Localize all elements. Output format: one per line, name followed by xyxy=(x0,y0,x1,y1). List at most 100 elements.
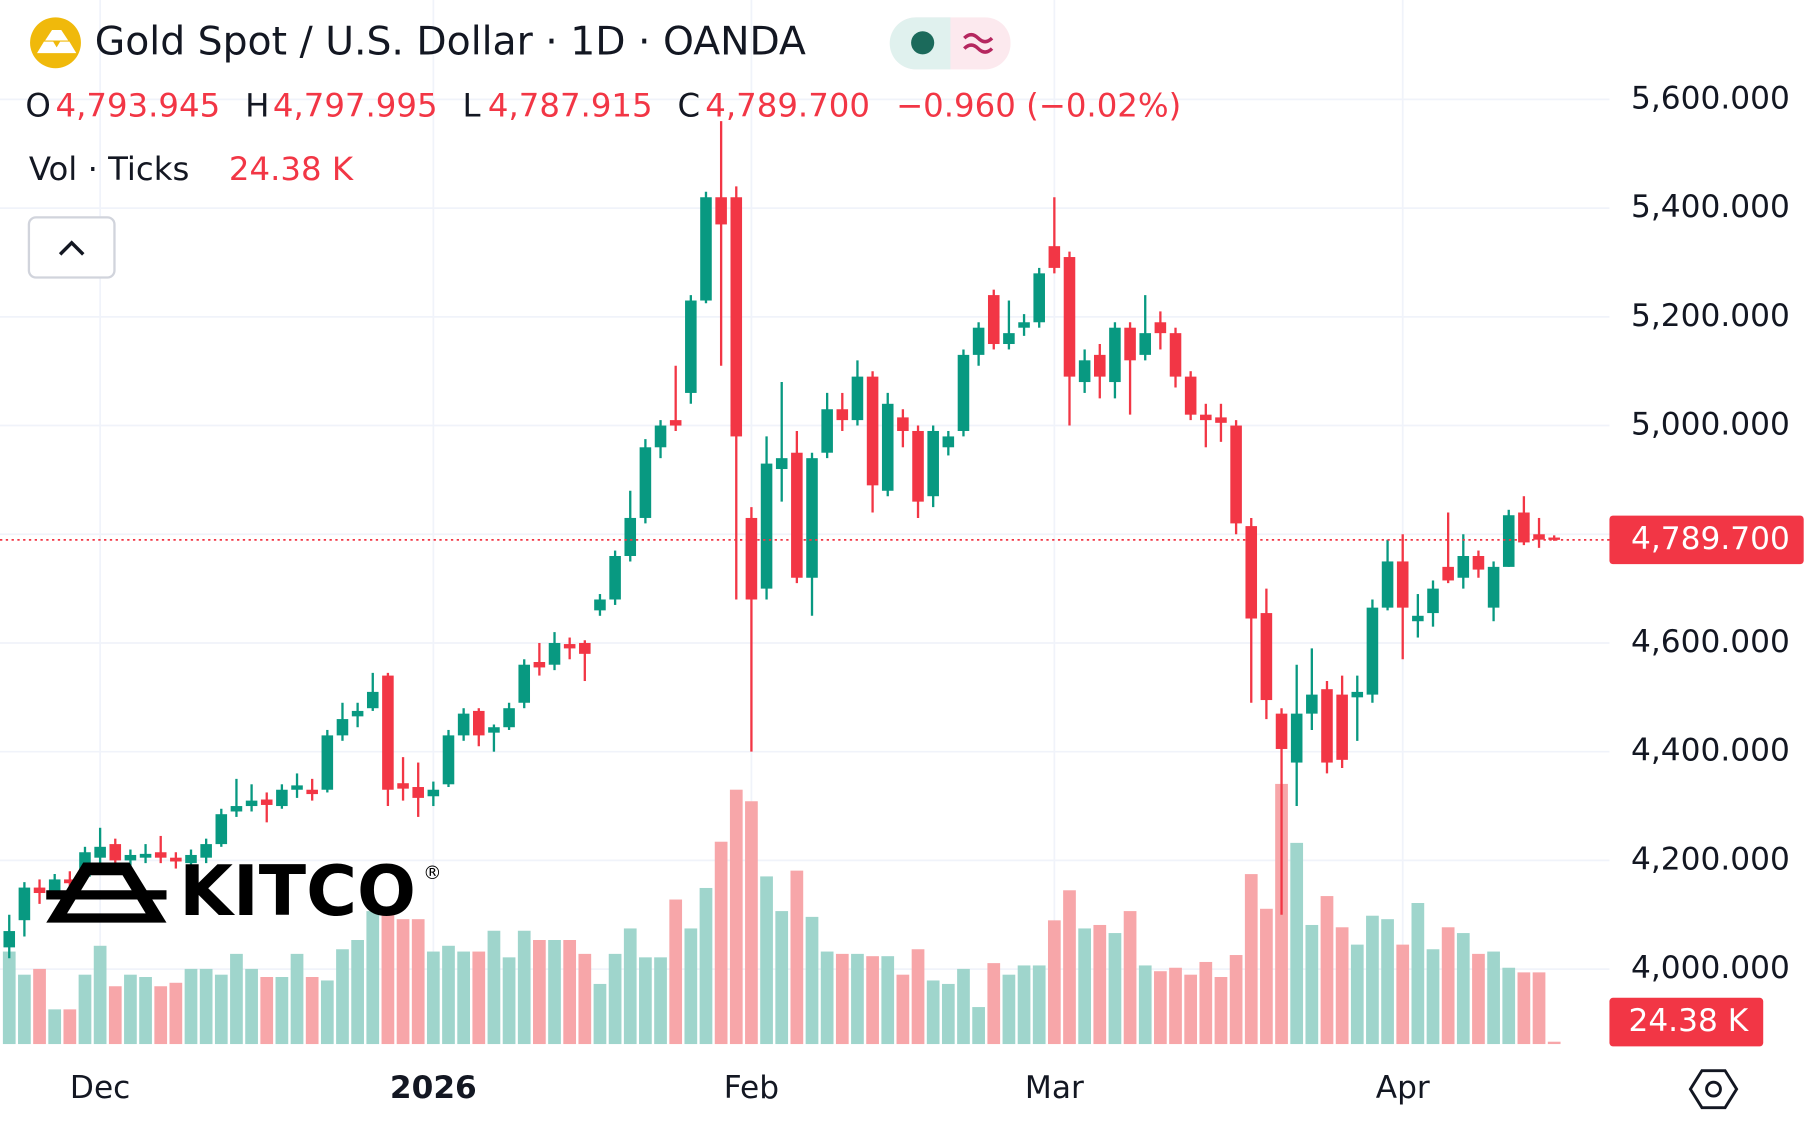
volume-bar xyxy=(941,983,955,1045)
volume-bar xyxy=(1244,874,1258,1045)
candle-body xyxy=(366,691,379,709)
volume-bar xyxy=(1108,933,1122,1045)
change: −0.960 (−0.02%) xyxy=(896,87,1181,125)
volume-bar xyxy=(472,951,486,1045)
volume-bar xyxy=(230,953,243,1045)
volume-bar xyxy=(124,974,137,1045)
candle-body xyxy=(1321,689,1333,763)
volume-bar xyxy=(320,980,334,1045)
candle-body xyxy=(488,727,500,733)
volume-bar xyxy=(699,887,713,1045)
ohlc-key: O xyxy=(25,87,50,125)
volume-bar xyxy=(820,951,834,1045)
candle-body xyxy=(306,789,318,795)
volume-bar xyxy=(426,951,440,1045)
candle-body xyxy=(1472,556,1485,570)
volume-bar xyxy=(593,983,607,1045)
ohlc-value: 4,797.995 xyxy=(273,87,438,125)
last-volume-badge xyxy=(1609,997,1764,1047)
last-volume-label: 24.38 K xyxy=(1628,1003,1749,1039)
candle-body xyxy=(185,854,197,864)
candle-body xyxy=(972,327,985,355)
volume-bar xyxy=(2,951,16,1045)
volume-bar xyxy=(154,986,168,1045)
candle-body xyxy=(442,735,455,785)
volume-bar xyxy=(1290,842,1304,1045)
candle-body xyxy=(412,787,424,798)
candle-body xyxy=(654,425,667,448)
candle-body xyxy=(518,664,531,703)
x-tick-label: Apr xyxy=(1376,1070,1430,1106)
volume-bar xyxy=(1138,965,1152,1045)
candle-body xyxy=(1215,417,1227,423)
volume-bar xyxy=(214,974,228,1045)
volume-bar xyxy=(760,876,773,1045)
candle-body xyxy=(1275,713,1288,749)
candle-body xyxy=(154,852,167,858)
candle-body xyxy=(3,931,16,948)
volume-bar xyxy=(1002,974,1016,1045)
ohlc-key: C xyxy=(678,87,701,125)
candle-body xyxy=(836,409,849,421)
volume-bar xyxy=(608,953,622,1045)
candle-body xyxy=(503,708,515,728)
delayed-icon xyxy=(963,32,994,54)
candle-body xyxy=(109,844,122,861)
candle-body xyxy=(579,642,591,654)
volume-bar xyxy=(972,1007,985,1045)
candle-body xyxy=(260,799,273,805)
y-tick-label: 5,400.000 xyxy=(1631,189,1790,225)
y-tick-label: 4,200.000 xyxy=(1631,841,1790,877)
candle-body xyxy=(912,430,924,502)
volume-bar xyxy=(275,976,289,1045)
volume-bar xyxy=(1320,896,1334,1045)
candle-body xyxy=(548,642,561,665)
candle-body xyxy=(1018,322,1030,328)
volume-bar xyxy=(33,968,46,1045)
symbol-icon xyxy=(30,17,81,69)
candle-body xyxy=(427,789,440,797)
volume-bar xyxy=(1426,949,1440,1045)
chart-title: Gold Spot / U.S. Dollar · 1D · OANDA xyxy=(95,19,806,64)
volume-bar xyxy=(1199,961,1213,1045)
candle-body xyxy=(1109,327,1121,383)
y-tick-label: 4,000.000 xyxy=(1631,950,1790,986)
volume-bar xyxy=(336,949,349,1045)
candle-body xyxy=(685,300,697,393)
volume-bar xyxy=(396,919,410,1045)
volume-bar xyxy=(835,953,849,1045)
watermark: KITCO ® xyxy=(46,852,442,932)
candle-body xyxy=(1548,537,1560,540)
volume-bar xyxy=(548,939,561,1045)
candle-body xyxy=(897,417,909,431)
volume-bar xyxy=(93,945,107,1045)
candle-body xyxy=(336,719,349,736)
volume-bar xyxy=(260,976,274,1045)
volume-bar xyxy=(1396,944,1410,1045)
candle-body xyxy=(881,403,894,491)
volume-bar xyxy=(881,956,895,1045)
y-tick-label: 5,000.000 xyxy=(1631,407,1790,443)
ohlc-value: 4,787.915 xyxy=(488,87,653,125)
volume-bar xyxy=(669,899,683,1045)
candle-body xyxy=(942,436,955,448)
volume-bar xyxy=(487,930,501,1045)
settings-icon[interactable] xyxy=(1688,1069,1739,1110)
time-axis: Dec 2026 Feb Mar Apr xyxy=(70,1070,1430,1106)
volume-bar xyxy=(1063,890,1076,1045)
candle-body xyxy=(624,517,637,557)
candle-body xyxy=(806,458,818,578)
candle-body xyxy=(1094,354,1106,377)
volume-bar xyxy=(957,968,970,1045)
volume-bar xyxy=(351,939,364,1045)
candle-body xyxy=(715,197,727,225)
volume-bar xyxy=(1123,911,1137,1045)
candle-body xyxy=(1290,713,1303,763)
candle-body xyxy=(1427,588,1439,614)
volume-bar xyxy=(533,939,546,1045)
collapse-button[interactable] xyxy=(27,216,116,279)
candle-body xyxy=(1003,333,1015,345)
volume-bar xyxy=(63,1009,77,1045)
volume-bar xyxy=(1184,974,1198,1045)
candle-body xyxy=(397,783,409,789)
